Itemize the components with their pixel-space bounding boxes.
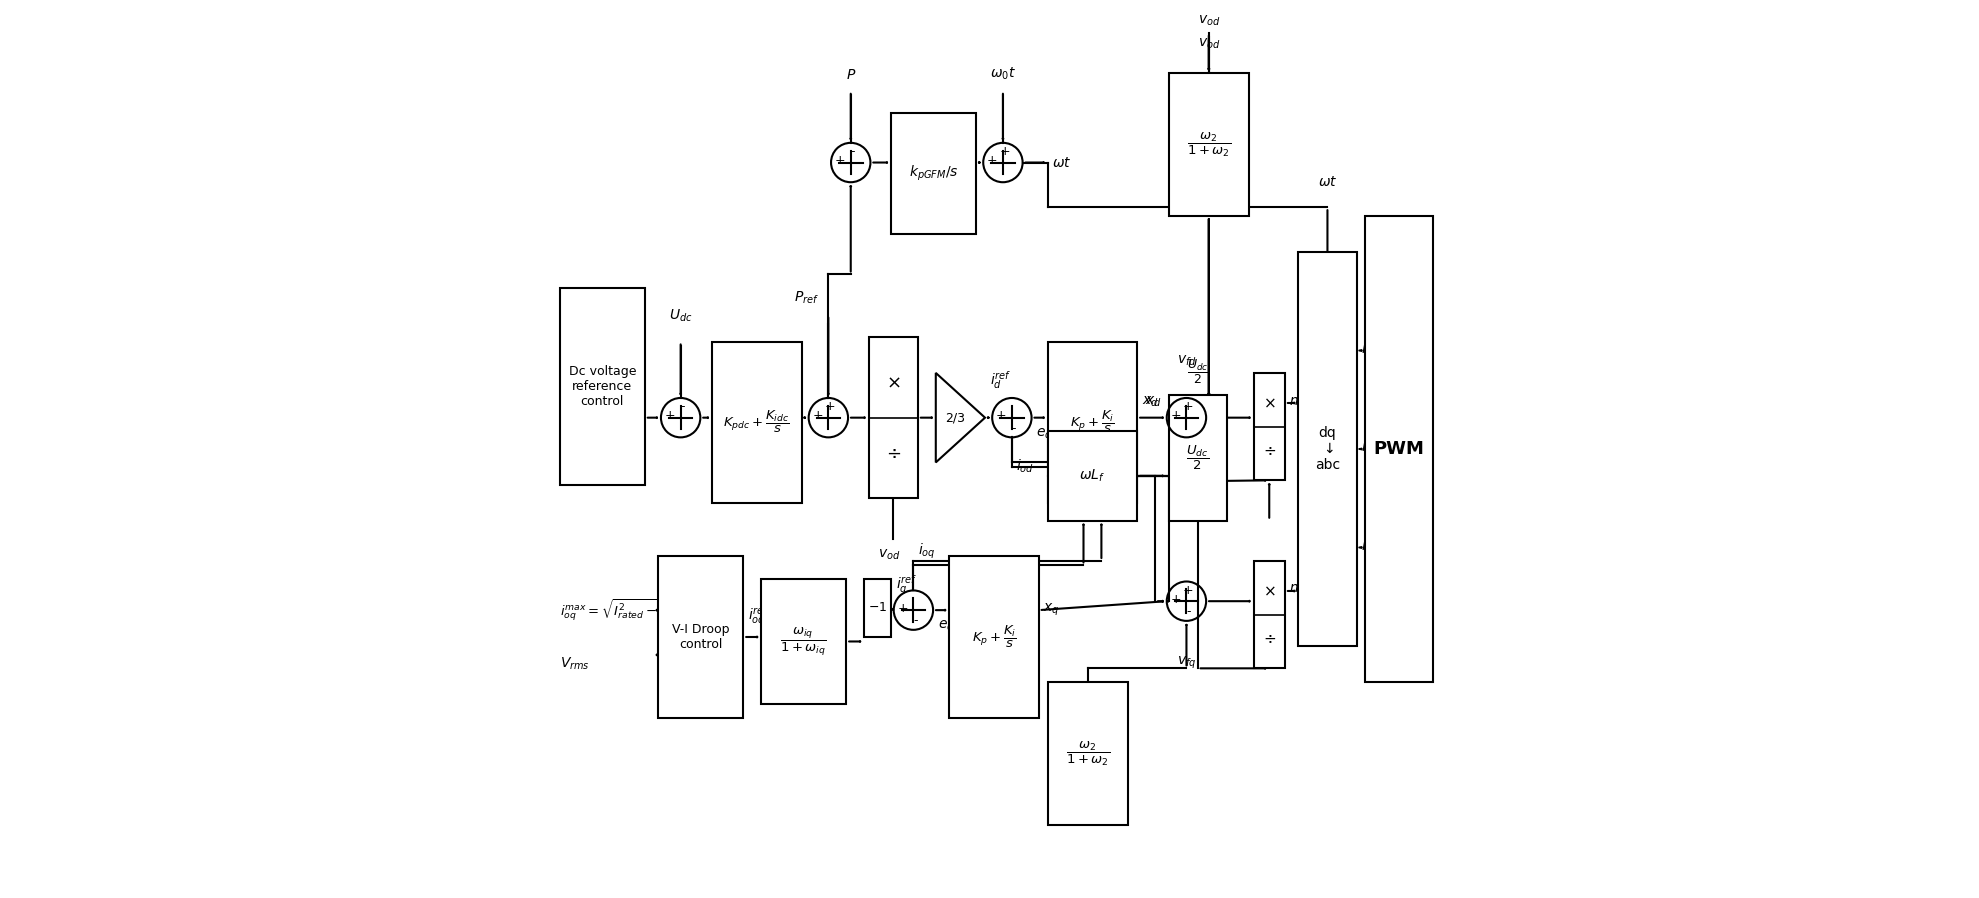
Text: +: +	[835, 154, 845, 167]
FancyBboxPatch shape	[1168, 73, 1249, 216]
Text: Dc voltage
reference
control: Dc voltage reference control	[568, 365, 635, 408]
FancyBboxPatch shape	[869, 337, 918, 498]
Text: $i_{od}$: $i_{od}$	[1017, 458, 1035, 475]
Text: $x_d$: $x_d$	[1146, 394, 1162, 409]
Text: $\dfrac{U_{dc}}{2}$: $\dfrac{U_{dc}}{2}$	[1187, 358, 1209, 386]
FancyBboxPatch shape	[950, 557, 1039, 718]
Text: $\omega_0 t$: $\omega_0 t$	[990, 66, 1015, 82]
FancyBboxPatch shape	[762, 579, 847, 704]
Text: +: +	[995, 409, 1007, 422]
Text: $\omega t$: $\omega t$	[1318, 175, 1338, 189]
Text: -: -	[681, 401, 685, 413]
Text: $K_p+\dfrac{K_i}{s}$: $K_p+\dfrac{K_i}{s}$	[972, 624, 1017, 650]
FancyBboxPatch shape	[1168, 395, 1227, 521]
FancyBboxPatch shape	[560, 288, 645, 485]
Text: $\div$: $\div$	[1263, 443, 1276, 458]
Text: $\dfrac{\omega_2}{1+\omega_2}$: $\dfrac{\omega_2}{1+\omega_2}$	[1067, 739, 1110, 768]
Text: +: +	[896, 602, 908, 614]
FancyBboxPatch shape	[1047, 341, 1138, 503]
Text: $\times$: $\times$	[1263, 395, 1276, 410]
Text: $v_{fq}$: $v_{fq}$	[1178, 655, 1195, 671]
Text: $x_d$: $x_d$	[1142, 394, 1158, 409]
Text: $m_q$: $m_q$	[1290, 583, 1310, 599]
Text: 2/3: 2/3	[946, 411, 966, 424]
Text: $\omega t$: $\omega t$	[1053, 155, 1073, 170]
Text: +: +	[1170, 409, 1181, 422]
Text: $\div$: $\div$	[1263, 630, 1276, 646]
Text: $x_q$: $x_q$	[1043, 602, 1059, 619]
Text: $\omega L_f$: $\omega L_f$	[1079, 468, 1106, 484]
FancyBboxPatch shape	[1047, 431, 1138, 521]
Text: $\times$: $\times$	[1263, 584, 1276, 598]
Text: PWM: PWM	[1373, 440, 1425, 458]
Text: dq
$\downarrow$
abc: dq $\downarrow$ abc	[1314, 426, 1340, 472]
Text: $U_{dcref}$: $U_{dcref}$	[606, 401, 645, 417]
Text: -: -	[1185, 605, 1191, 619]
Text: $V_{rms}$: $V_{rms}$	[560, 656, 590, 672]
Text: +: +	[825, 401, 835, 413]
Text: $K_{pdc}+\dfrac{K_{idc}}{s}$: $K_{pdc}+\dfrac{K_{idc}}{s}$	[724, 409, 790, 436]
Text: $e_d$: $e_d$	[1037, 427, 1053, 441]
Text: $k_{pGFM}/s$: $k_{pGFM}/s$	[908, 164, 958, 183]
FancyBboxPatch shape	[1253, 561, 1284, 668]
Text: +: +	[811, 409, 823, 422]
Text: -: -	[851, 145, 855, 158]
Text: $v_{od}$: $v_{od}$	[1197, 13, 1219, 28]
Text: $e_q$: $e_q$	[938, 619, 954, 636]
Text: +: +	[999, 145, 1009, 158]
Text: $i_{oq}^{max}=\sqrt{I_{rated}^2 - i_{od}^2}$: $i_{oq}^{max}=\sqrt{I_{rated}^2 - i_{od}…	[560, 597, 679, 623]
Text: -: -	[912, 614, 918, 628]
Text: V-I Droop
control: V-I Droop control	[673, 623, 730, 651]
Text: $v_{oq}$: $v_{oq}$	[1077, 812, 1098, 828]
Text: $P$: $P$	[845, 68, 855, 82]
FancyBboxPatch shape	[865, 579, 891, 637]
Text: $\div$: $\div$	[887, 445, 900, 462]
Text: $i_{oq}^{ref}$: $i_{oq}^{ref}$	[748, 604, 770, 628]
Text: $i_q^{ref}$: $i_q^{ref}$	[896, 573, 916, 596]
Text: $\dfrac{U_{dc}}{2}$: $\dfrac{U_{dc}}{2}$	[1185, 444, 1209, 472]
FancyBboxPatch shape	[1366, 216, 1433, 682]
Text: $i_{oq}$: $i_{oq}$	[918, 541, 936, 561]
Text: $m_a$: $m_a$	[1362, 343, 1381, 357]
Text: +: +	[1170, 593, 1181, 606]
Text: $m_b$: $m_b$	[1362, 442, 1381, 456]
Text: $m_d$: $m_d$	[1290, 396, 1312, 410]
FancyBboxPatch shape	[891, 113, 976, 234]
Text: $U_{dc}$: $U_{dc}$	[669, 307, 693, 323]
Text: $v_{od}$: $v_{od}$	[877, 548, 900, 562]
FancyBboxPatch shape	[712, 341, 801, 503]
Text: -: -	[1011, 422, 1015, 435]
Text: +: +	[1183, 584, 1193, 597]
FancyBboxPatch shape	[1047, 682, 1128, 825]
Text: $i_d^{ref}$: $i_d^{ref}$	[990, 369, 1011, 391]
FancyBboxPatch shape	[659, 557, 744, 718]
FancyBboxPatch shape	[1298, 252, 1356, 646]
Text: $\times$: $\times$	[887, 374, 900, 392]
Text: $\dfrac{\omega_{iq}}{1+\omega_{iq}}$: $\dfrac{\omega_{iq}}{1+\omega_{iq}}$	[780, 625, 827, 657]
Text: $K_p+\dfrac{K_i}{s}$: $K_p+\dfrac{K_i}{s}$	[1071, 409, 1114, 436]
Text: $\dfrac{\omega_2}{1+\omega_2}$: $\dfrac{\omega_2}{1+\omega_2}$	[1187, 130, 1231, 159]
Text: +: +	[1183, 401, 1193, 413]
Text: $-1$: $-1$	[869, 602, 887, 614]
FancyBboxPatch shape	[1253, 373, 1284, 480]
Text: +: +	[665, 409, 675, 422]
Text: $v_{od}$: $v_{od}$	[1197, 36, 1219, 50]
Text: $v_{fd}$: $v_{fd}$	[1178, 354, 1197, 368]
Text: +: +	[988, 154, 997, 167]
Text: $m_c$: $m_c$	[1362, 541, 1381, 555]
Text: $P_{ref}$: $P_{ref}$	[794, 289, 819, 305]
